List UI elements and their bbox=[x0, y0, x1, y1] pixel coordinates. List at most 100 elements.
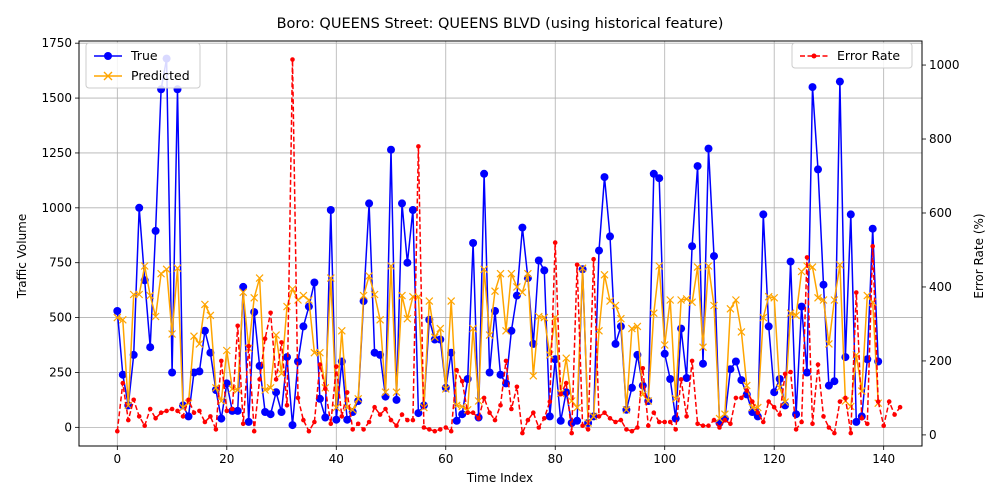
error-rate-point bbox=[202, 419, 208, 425]
true-point bbox=[819, 280, 828, 289]
error-rate-point bbox=[542, 416, 547, 421]
error-rate-point bbox=[230, 406, 235, 412]
error-rate-point bbox=[793, 427, 799, 432]
error-rate-point bbox=[355, 421, 361, 427]
predicted-point bbox=[233, 386, 242, 394]
error-rate-point bbox=[684, 414, 689, 419]
predicted-point bbox=[824, 339, 833, 348]
true-point bbox=[135, 203, 144, 212]
true-point bbox=[250, 308, 259, 317]
x-tick-label: 80 bbox=[548, 452, 563, 466]
error-rate-point bbox=[427, 427, 432, 432]
error-rate-point bbox=[399, 412, 405, 417]
predicted-point bbox=[808, 263, 817, 272]
predicted-point bbox=[502, 326, 510, 335]
error-rate-point bbox=[388, 417, 394, 423]
predicted-point bbox=[693, 263, 702, 272]
predicted-point bbox=[786, 309, 795, 318]
true-point bbox=[200, 326, 209, 335]
error-rate-point bbox=[892, 412, 897, 417]
true-point bbox=[266, 410, 275, 419]
error-rate-point bbox=[799, 419, 804, 425]
error-rate-point bbox=[804, 255, 810, 260]
predicted-point bbox=[266, 383, 275, 392]
predicted-point bbox=[118, 315, 127, 324]
true-point bbox=[381, 392, 390, 401]
true-point bbox=[726, 365, 735, 374]
error-rate-point bbox=[268, 310, 273, 316]
legend-right: Error Rate bbox=[791, 42, 913, 69]
error-rate-point bbox=[136, 414, 142, 419]
error-rate-point bbox=[142, 423, 147, 429]
true-point bbox=[332, 415, 341, 424]
y-axis-label: Traffic Volume bbox=[15, 214, 29, 300]
true-point bbox=[430, 335, 439, 344]
true-point bbox=[830, 377, 839, 386]
true-point bbox=[660, 349, 669, 358]
predicted-point bbox=[731, 296, 740, 304]
predicted-point bbox=[200, 300, 209, 309]
y-tick-label: 750 bbox=[49, 256, 72, 270]
legend-error-marker bbox=[811, 53, 817, 59]
error-rate-point bbox=[175, 408, 180, 414]
true-point bbox=[666, 375, 675, 383]
predicted-point bbox=[655, 262, 664, 270]
predicted-point bbox=[370, 290, 379, 299]
predicted-point bbox=[688, 298, 697, 307]
predicted-point bbox=[157, 269, 166, 278]
predicted-point bbox=[600, 270, 609, 279]
true-point bbox=[699, 359, 707, 368]
error-rate-point bbox=[897, 404, 903, 410]
error-rate-point bbox=[717, 425, 722, 430]
error-rate-point bbox=[689, 358, 695, 364]
predicted-point bbox=[616, 314, 625, 323]
error-rate-point bbox=[733, 395, 739, 401]
error-rate-point bbox=[164, 408, 169, 414]
predicted-point bbox=[403, 314, 412, 323]
true-point bbox=[803, 368, 811, 377]
error-rate-point bbox=[591, 256, 596, 262]
true-point bbox=[507, 326, 516, 335]
error-rate-point bbox=[147, 406, 153, 412]
predicted-point bbox=[348, 405, 357, 414]
error-rate-point bbox=[596, 414, 602, 419]
error-rate-point bbox=[257, 377, 262, 382]
predicted-point bbox=[578, 264, 587, 273]
error-rate-point bbox=[366, 419, 372, 425]
legend-right-box bbox=[791, 42, 913, 69]
predicted-point bbox=[332, 403, 341, 412]
true-point bbox=[600, 173, 609, 182]
x-tick-label: 40 bbox=[329, 452, 344, 466]
true-point bbox=[595, 246, 603, 255]
y2-tick-label: 1000 bbox=[929, 58, 960, 72]
error-rate-point bbox=[782, 371, 788, 377]
error-rate-point bbox=[372, 404, 377, 410]
error-rate-point bbox=[646, 423, 651, 429]
error-rate-point bbox=[750, 399, 755, 404]
predicted-point bbox=[447, 297, 456, 306]
error-rate-point bbox=[131, 397, 136, 403]
predicted-line bbox=[117, 264, 879, 424]
error-rate-point bbox=[317, 362, 323, 367]
x-axis-label: Time Index bbox=[466, 471, 533, 485]
error-rate-point bbox=[859, 416, 865, 421]
error-rate-point bbox=[585, 427, 591, 432]
true-point bbox=[392, 395, 401, 404]
predicted-point bbox=[113, 313, 122, 322]
predicted-point bbox=[304, 296, 313, 304]
true-point bbox=[824, 381, 833, 390]
axes: 0 20 40 60 80 100 120 140 0 250 500 750 1000 1250 1500… bbox=[41, 36, 959, 466]
error-rate-point bbox=[492, 417, 498, 423]
error-rate-point bbox=[213, 427, 219, 432]
predicted-point bbox=[699, 343, 707, 352]
true-point bbox=[688, 242, 697, 251]
true-point bbox=[551, 355, 560, 364]
true-point bbox=[146, 343, 155, 352]
true-point bbox=[217, 414, 226, 423]
true-point bbox=[288, 421, 297, 430]
error-rate-point bbox=[284, 403, 290, 408]
predicted-point bbox=[857, 387, 866, 396]
error-rate-point bbox=[640, 366, 646, 371]
predicted-point bbox=[491, 287, 499, 296]
error-rate-point bbox=[580, 423, 585, 429]
